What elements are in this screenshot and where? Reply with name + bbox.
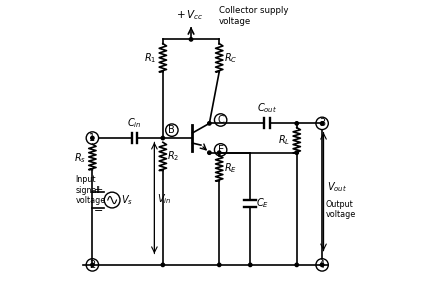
Text: $-$: $-$ (93, 204, 103, 214)
Circle shape (189, 38, 193, 41)
Text: C: C (217, 115, 224, 125)
Text: $R_C$: $R_C$ (224, 51, 237, 65)
Circle shape (218, 151, 221, 154)
Circle shape (295, 122, 298, 125)
Text: $V_s$: $V_s$ (121, 193, 133, 207)
Circle shape (295, 151, 298, 154)
Circle shape (161, 263, 165, 267)
Text: E: E (218, 145, 224, 155)
Text: $C_{out}$: $C_{out}$ (257, 102, 277, 116)
Circle shape (218, 263, 221, 267)
Text: B: B (169, 125, 175, 135)
Text: Collector supply
voltage: Collector supply voltage (219, 7, 289, 26)
Text: $R_1$: $R_1$ (144, 51, 157, 65)
Text: $R_L$: $R_L$ (278, 133, 291, 147)
Circle shape (208, 151, 211, 154)
Circle shape (320, 122, 324, 125)
Circle shape (161, 136, 165, 140)
Text: $V_{out}$: $V_{out}$ (327, 180, 347, 194)
Text: $R_E$: $R_E$ (224, 161, 237, 175)
Text: $C_{in}$: $C_{in}$ (127, 116, 142, 130)
Text: $C_E$: $C_E$ (256, 196, 269, 210)
Text: +: + (93, 185, 103, 195)
Text: 2: 2 (89, 260, 95, 270)
Circle shape (91, 136, 94, 140)
Circle shape (208, 122, 211, 125)
Text: $+\,V_{cc}$: $+\,V_{cc}$ (176, 9, 203, 23)
Text: 4: 4 (319, 260, 325, 270)
Circle shape (320, 263, 324, 267)
Text: $V_{in}$: $V_{in}$ (157, 192, 172, 206)
Text: $R_2$: $R_2$ (167, 150, 180, 163)
Text: Input
signal
voltage: Input signal voltage (76, 175, 106, 205)
Circle shape (91, 263, 94, 267)
Circle shape (249, 263, 252, 267)
Text: $R_s$: $R_s$ (74, 151, 86, 165)
Text: 1: 1 (89, 133, 95, 143)
Circle shape (295, 263, 298, 267)
Text: Output
voltage: Output voltage (326, 200, 356, 219)
Text: 3: 3 (319, 118, 325, 128)
